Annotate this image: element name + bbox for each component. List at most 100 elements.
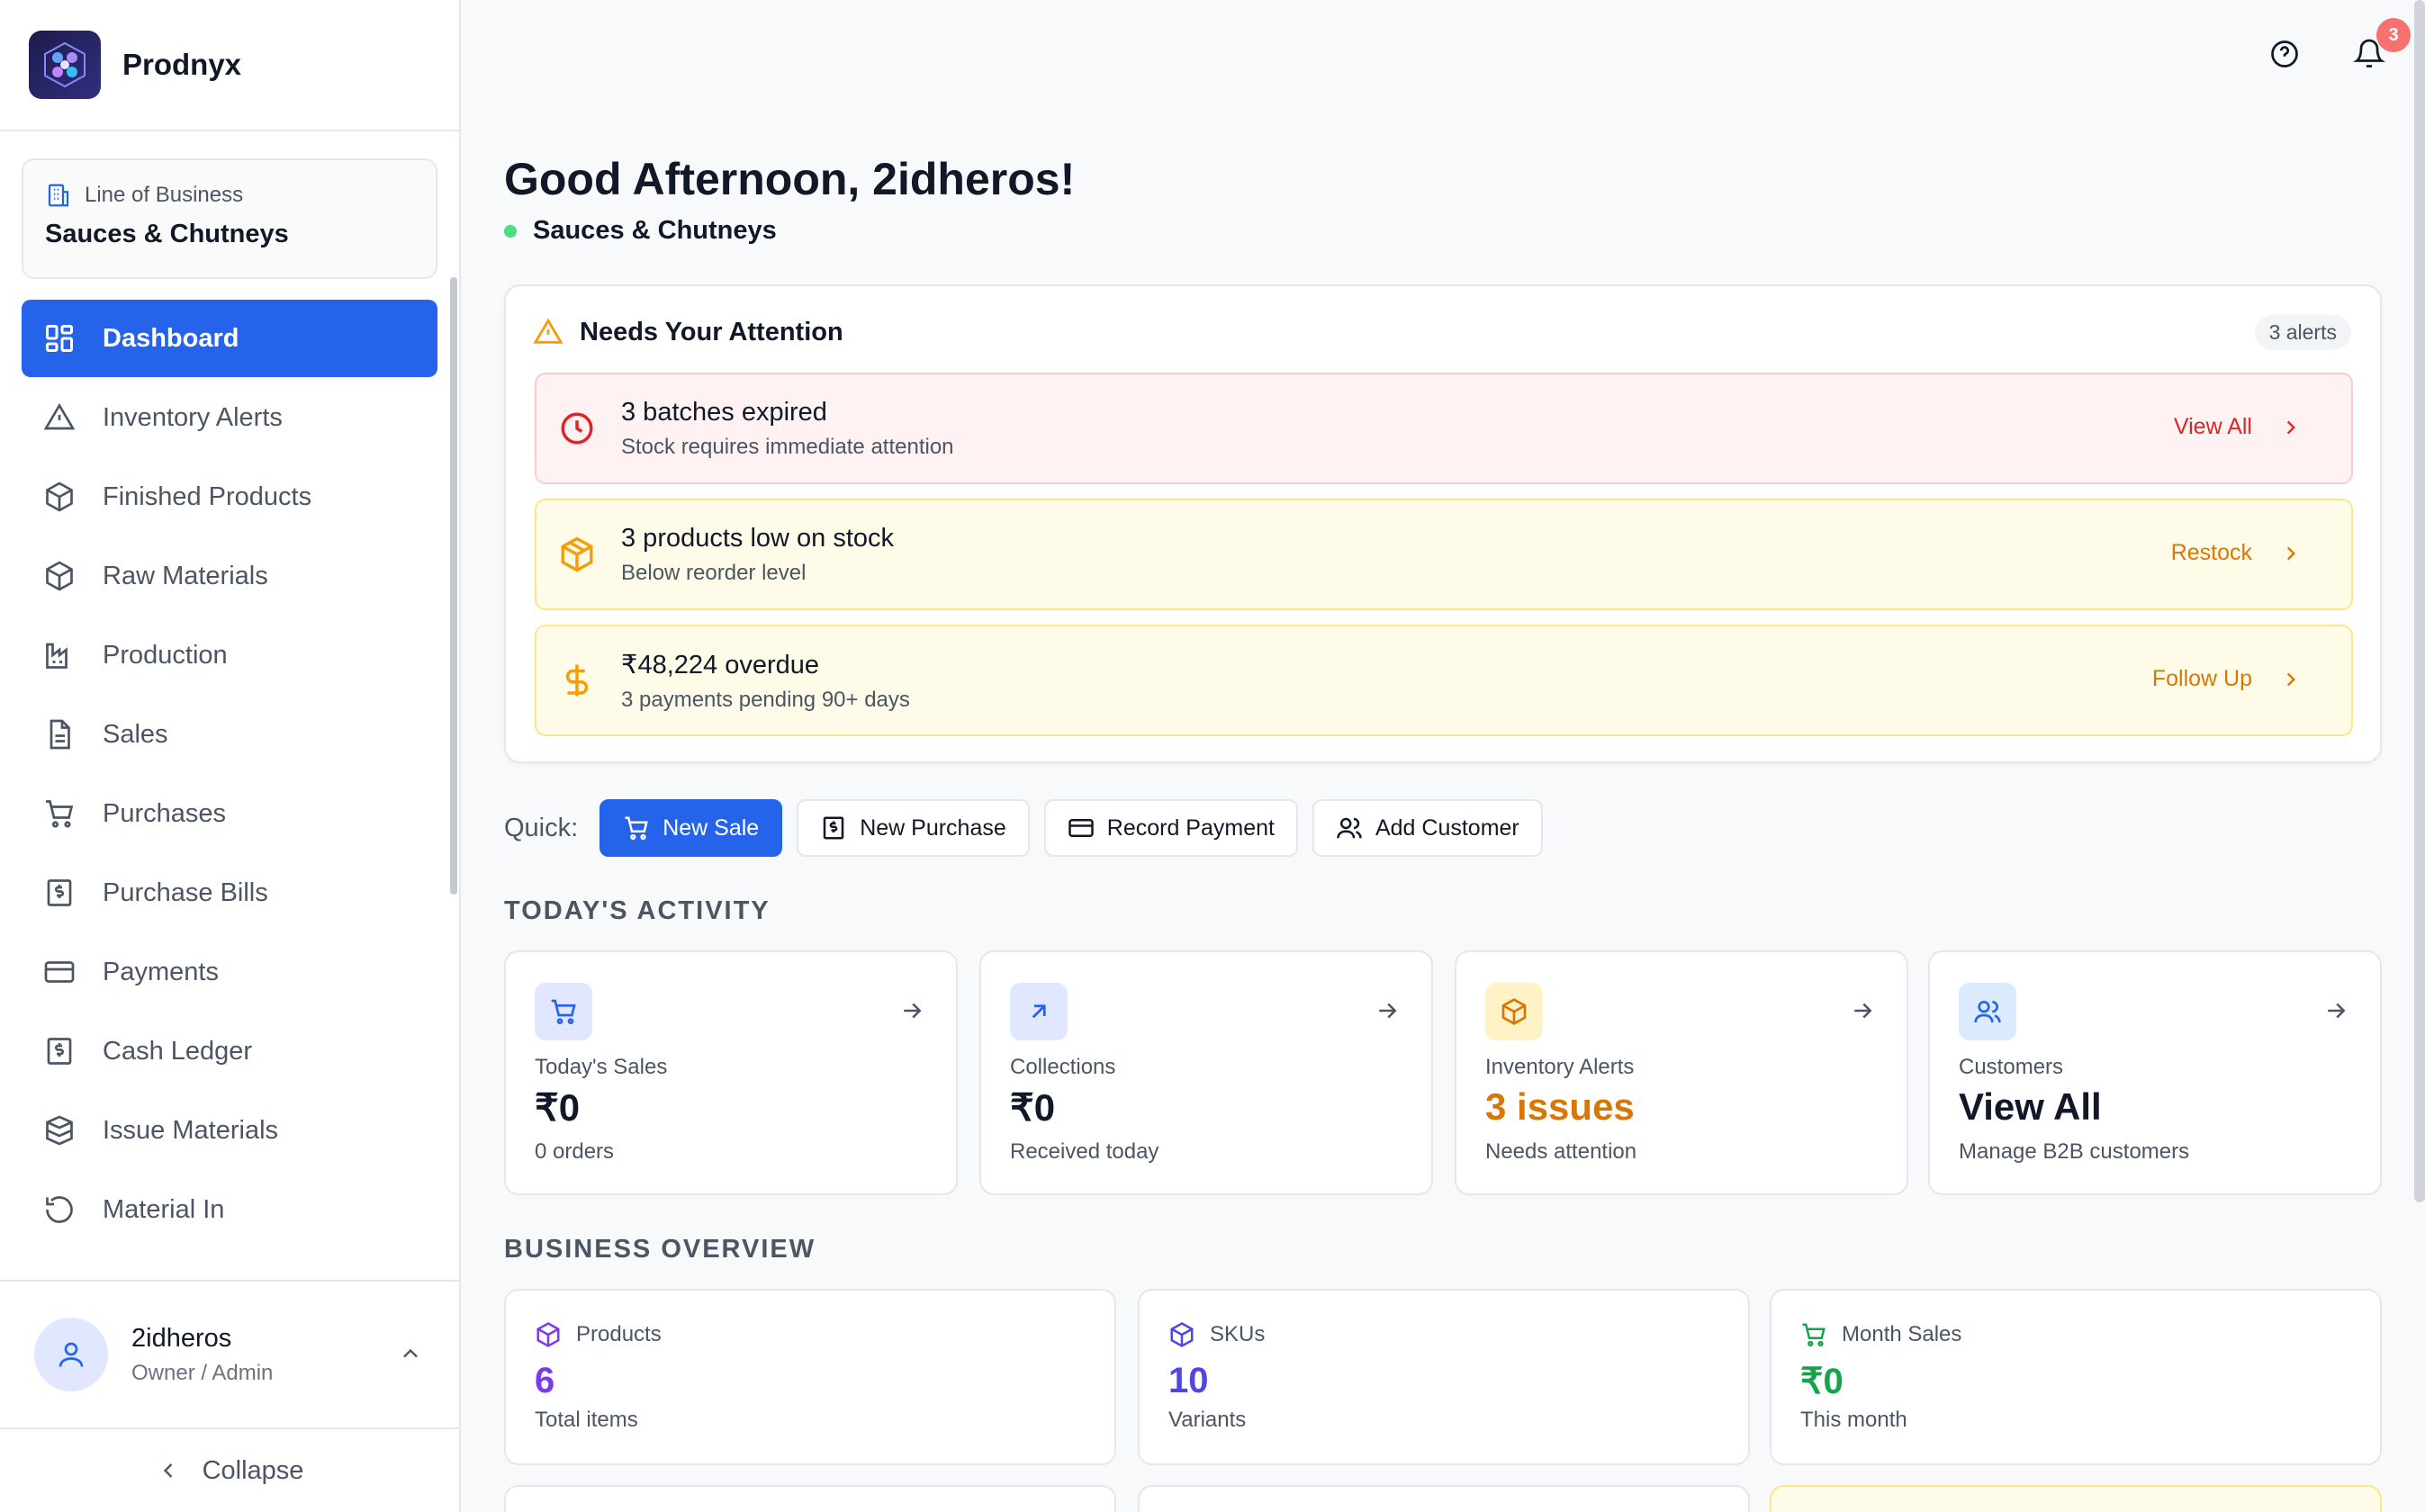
chevron-left-icon bbox=[163, 1463, 172, 1478]
document-icon bbox=[50, 719, 70, 750]
card-subtitle: Received today bbox=[1010, 1139, 1159, 1164]
overview-card-partial[interactable] bbox=[1138, 1485, 1750, 1512]
new-sale-button[interactable]: New Sale bbox=[599, 799, 783, 857]
line-of-business-selector[interactable]: Line of Business Sauces & Chutneys bbox=[22, 158, 437, 279]
clock-icon bbox=[561, 412, 593, 445]
activity-icon-box bbox=[1485, 983, 1543, 1040]
factory-icon bbox=[46, 643, 68, 669]
sidebar-item-dashboard[interactable]: Dashboard bbox=[22, 300, 437, 377]
follow-up-link[interactable]: Follow Up bbox=[2152, 666, 2303, 692]
button-label: New Purchase bbox=[860, 814, 1006, 841]
brand[interactable]: Prodnyx bbox=[0, 0, 459, 131]
help-icon bbox=[2271, 40, 2298, 68]
record-payment-button[interactable]: Record Payment bbox=[1043, 799, 1298, 857]
box-icon bbox=[46, 561, 73, 591]
lob-label: Line of Business bbox=[85, 183, 244, 207]
card-label: Today's Sales bbox=[535, 1055, 668, 1079]
card-label: SKUs bbox=[1210, 1322, 1266, 1346]
notification-badge: 3 bbox=[2376, 18, 2411, 52]
help-button[interactable] bbox=[2265, 34, 2304, 74]
sidebar-item-label: Raw Materials bbox=[103, 561, 268, 590]
building-icon bbox=[48, 184, 69, 207]
attention-header: Needs Your Attention bbox=[533, 317, 843, 347]
alert-expired-batches[interactable]: 3 batches expired Stock requires immedia… bbox=[535, 373, 2353, 484]
card-icon bbox=[1068, 819, 1094, 837]
sidebar-item-purchases[interactable]: Purchases bbox=[22, 775, 437, 852]
overview-label-row: Products bbox=[535, 1321, 662, 1348]
user-icon bbox=[59, 1342, 84, 1367]
sidebar-scrollbar[interactable] bbox=[450, 277, 457, 895]
sidebar: Prodnyx Line of Business Sauces & Chutne… bbox=[0, 0, 461, 1512]
sidebar-item-sales[interactable]: Sales bbox=[22, 696, 437, 773]
alert-low-stock[interactable]: 3 products low on stock Below reorder le… bbox=[535, 499, 2353, 610]
chevron-up-icon[interactable] bbox=[398, 1341, 423, 1366]
alert-title: 3 batches expired bbox=[621, 397, 827, 427]
view-all-link[interactable]: View All bbox=[2174, 414, 2303, 440]
quick-label: Quick: bbox=[504, 813, 579, 842]
new-purchase-button[interactable]: New Purchase bbox=[797, 799, 1030, 857]
cart-icon bbox=[1802, 1323, 1826, 1347]
collapse-button[interactable]: Collapse bbox=[0, 1427, 459, 1512]
overview-card-month-sales[interactable]: Month Sales ₹0 This month bbox=[1770, 1289, 2382, 1465]
card-subtitle: Variants bbox=[1168, 1408, 1247, 1432]
overview-label-row: Month Sales bbox=[1800, 1321, 1961, 1348]
overview-card-skus[interactable]: SKUs 10 Variants bbox=[1138, 1289, 1750, 1465]
sidebar-item-production[interactable]: Production bbox=[22, 616, 437, 694]
arrow-right-icon bbox=[1379, 1003, 1397, 1019]
sidebar-item-material-in[interactable]: Material In bbox=[22, 1171, 437, 1248]
users-icon bbox=[1974, 1001, 2001, 1023]
todays-activity-title: TODAY'S ACTIVITY bbox=[504, 896, 771, 925]
sidebar-item-inventory-alerts[interactable]: Inventory Alerts bbox=[22, 379, 437, 456]
card-subtitle: Needs attention bbox=[1485, 1139, 1637, 1164]
activity-card-customers[interactable]: Customers View All Manage B2B customers bbox=[1928, 950, 2382, 1195]
chevron-right-icon bbox=[2286, 420, 2295, 434]
alerts-count-badge: 3 alerts bbox=[2254, 315, 2351, 350]
card-subtitle: Manage B2B customers bbox=[1959, 1139, 2190, 1164]
alert-subtitle: Stock requires immediate attention bbox=[621, 434, 954, 459]
grid-icon bbox=[46, 325, 73, 352]
activity-card-sales[interactable]: Today's Sales ₹0 0 orders bbox=[504, 950, 958, 1195]
alert-action-label: View All bbox=[2173, 414, 2252, 439]
overview-label-row: SKUs bbox=[1168, 1321, 1265, 1348]
card-label: Customers bbox=[1959, 1055, 2064, 1079]
alert-action-label: Restock bbox=[2170, 540, 2252, 565]
overview-card-partial[interactable] bbox=[1770, 1485, 2382, 1512]
arrow-right-icon bbox=[1854, 1003, 1872, 1019]
sidebar-item-finished-products[interactable]: Finished Products bbox=[22, 458, 437, 536]
activity-card-collections[interactable]: Collections ₹0 Received today bbox=[979, 950, 1433, 1195]
card-value: ₹0 bbox=[535, 1086, 581, 1129]
warning-icon bbox=[533, 318, 563, 344]
avatar bbox=[34, 1318, 108, 1391]
overview-card-products[interactable]: Products 6 Total items bbox=[504, 1289, 1116, 1465]
dollar-icon bbox=[565, 664, 589, 697]
sidebar-nav: Dashboard Inventory Alerts Finished Prod… bbox=[22, 300, 437, 1279]
card-value: 6 bbox=[535, 1361, 555, 1400]
card-subtitle: This month bbox=[1800, 1408, 1907, 1432]
sidebar-item-purchase-bills[interactable]: Purchase Bills bbox=[22, 854, 437, 932]
card-value: ₹0 bbox=[1010, 1086, 1056, 1129]
sidebar-item-label: Inventory Alerts bbox=[103, 402, 283, 432]
activity-icon-box bbox=[1010, 983, 1068, 1040]
alert-action-label: Follow Up bbox=[2151, 666, 2252, 691]
restock-link[interactable]: Restock bbox=[2171, 540, 2303, 566]
add-customer-button[interactable]: Add Customer bbox=[1312, 799, 1543, 857]
activity-card-inventory-alerts[interactable]: Inventory Alerts 3 issues Needs attentio… bbox=[1455, 950, 1908, 1195]
page-scrollbar[interactable] bbox=[2414, 0, 2425, 1202]
box-icon bbox=[1170, 1322, 1194, 1347]
user-menu[interactable]: 2idheros Owner / Admin bbox=[0, 1280, 459, 1427]
sidebar-item-label: Finished Products bbox=[103, 482, 312, 511]
sidebar-item-cash-ledger[interactable]: Cash Ledger bbox=[22, 1012, 437, 1090]
sidebar-item-raw-materials[interactable]: Raw Materials bbox=[22, 537, 437, 615]
box-icon bbox=[561, 536, 593, 572]
chevron-right-icon bbox=[2286, 672, 2295, 686]
bill-icon bbox=[47, 879, 72, 906]
sidebar-item-label: Payments bbox=[103, 957, 219, 986]
alert-overdue-payments[interactable]: ₹48,224 overdue 3 payments pending 90+ d… bbox=[535, 625, 2353, 736]
notifications-button[interactable]: 3 bbox=[2349, 18, 2411, 74]
sidebar-item-issue-materials[interactable]: Issue Materials bbox=[22, 1092, 437, 1169]
sidebar-item-payments[interactable]: Payments bbox=[22, 933, 437, 1011]
card-value: View All bbox=[1959, 1085, 2102, 1128]
arrow-right-icon bbox=[904, 1003, 922, 1019]
overview-card-partial[interactable] bbox=[504, 1485, 1116, 1512]
button-label: Record Payment bbox=[1106, 814, 1275, 841]
